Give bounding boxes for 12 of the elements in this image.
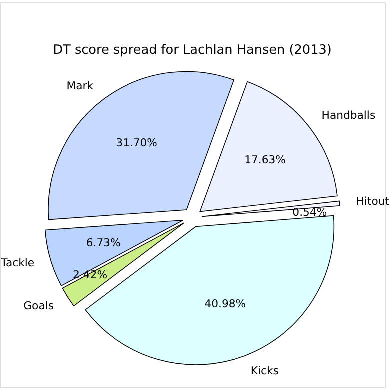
slice-label: Mark [66,79,94,92]
slice-label: Goals [24,299,54,312]
data-label: 0.54% [292,206,328,219]
slice-label: Kicks [250,364,280,378]
data-label: 31.70% [116,136,158,150]
data-label: 17.63% [244,153,286,166]
slice-label: Tackle [0,256,35,270]
slice-label: Handballs [322,108,376,122]
chart-title: DT score spread for Lachlan Hansen (2013) [53,42,332,58]
data-label: 40.98% [204,297,246,310]
slice-label: Hitout [356,194,390,208]
data-label: 6.73% [86,236,121,250]
